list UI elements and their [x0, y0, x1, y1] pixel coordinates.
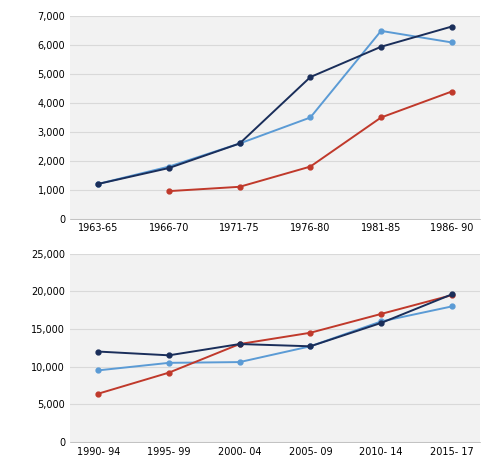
Brazil [308, 344, 314, 349]
Malaysia [96, 391, 102, 397]
Line: Turkey: Turkey [96, 292, 454, 358]
Line: Turkey: Turkey [96, 24, 454, 186]
Malaysia [308, 330, 314, 336]
Line: Malaysia: Malaysia [166, 89, 454, 194]
Brazil [166, 360, 172, 366]
Malaysia [236, 341, 242, 347]
Turkey [378, 320, 384, 326]
Legend: Chile, Malaysia, Turkey: Chile, Malaysia, Turkey [162, 250, 388, 268]
Turkey [448, 291, 454, 297]
Malaysia [166, 188, 172, 194]
Turkey [96, 349, 102, 354]
Malaysia [378, 115, 384, 120]
Turkey [308, 74, 314, 80]
Brazil [236, 359, 242, 365]
Chile [236, 141, 242, 146]
Chile [448, 39, 454, 45]
Chile [166, 164, 172, 169]
Turkey [236, 341, 242, 347]
Malaysia [236, 184, 242, 189]
Malaysia [308, 164, 314, 169]
Turkey [96, 181, 102, 187]
Chile [308, 115, 314, 120]
Malaysia [448, 292, 454, 298]
Malaysia [166, 370, 172, 376]
Turkey [166, 352, 172, 358]
Turkey [308, 344, 314, 349]
Chile [96, 181, 102, 187]
Malaysia [448, 89, 454, 94]
Turkey [378, 44, 384, 49]
Turkey [166, 165, 172, 171]
Malaysia [378, 311, 384, 317]
Brazil [378, 319, 384, 324]
Brazil [448, 304, 454, 309]
Chile [378, 28, 384, 34]
Line: Chile: Chile [96, 29, 454, 186]
Turkey [448, 24, 454, 29]
Line: Malaysia: Malaysia [96, 293, 454, 396]
Turkey [236, 141, 242, 146]
Line: Brazil: Brazil [96, 304, 454, 373]
Brazil [96, 368, 102, 373]
